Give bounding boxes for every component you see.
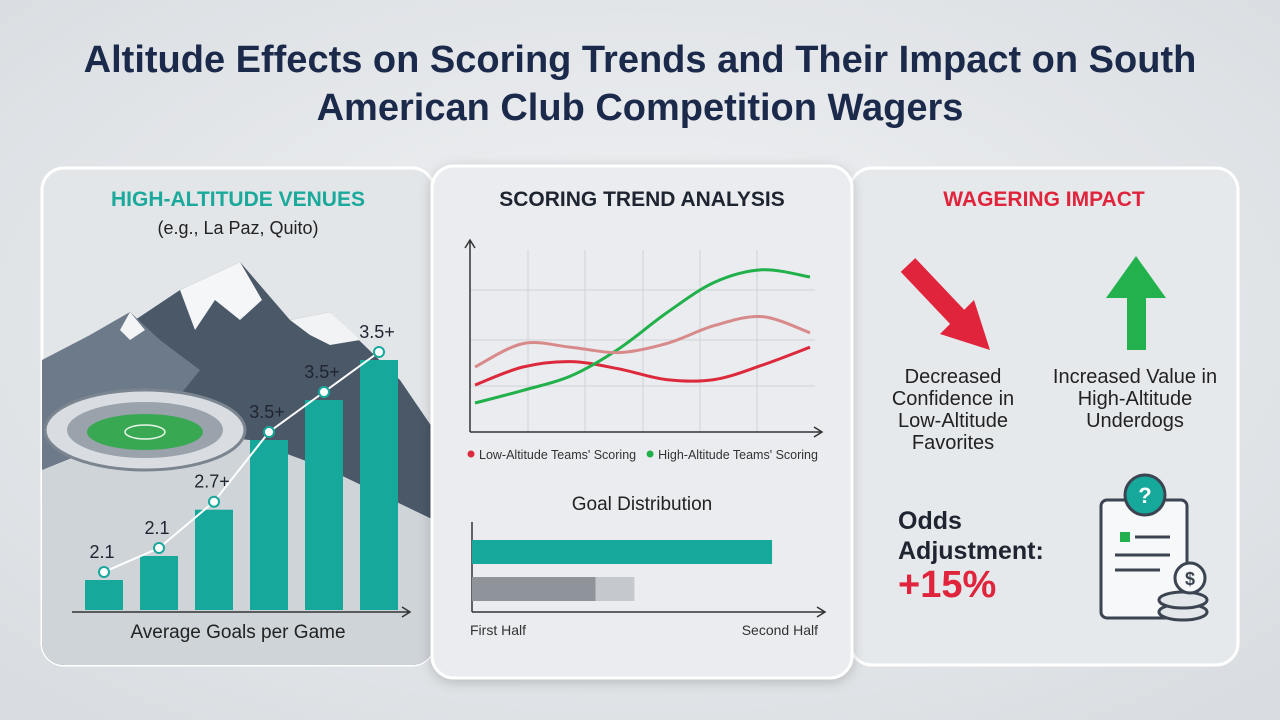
panel-heading: HIGH-ALTITUDE VENUES (111, 188, 365, 211)
panel-heading: SCORING TREND ANALYSIS (499, 188, 785, 211)
chart-title: Goal Distribution (571, 494, 713, 515)
x-end-label: Second Half (741, 622, 818, 638)
series-line (474, 345, 811, 387)
bar-dot (98, 566, 110, 578)
trend-connector (103, 351, 380, 573)
value-label: 3.5+ (304, 362, 340, 382)
odds-label: Odds Adjustment: (898, 507, 1044, 565)
x-start-label: First Half (470, 622, 526, 638)
decrease-arrow (900, 258, 990, 350)
legend-marker (467, 450, 475, 458)
series-line (474, 314, 811, 369)
trend-panel (430, 164, 854, 680)
svg-text:?: ? (1138, 483, 1151, 508)
increase-arrow (1106, 256, 1166, 350)
value-label: 3.5+ (359, 322, 395, 342)
bar (250, 440, 288, 610)
bar (195, 509, 233, 610)
panel-subheading: (e.g., La Paz, Quito) (157, 218, 319, 238)
bar-dot (208, 495, 220, 508)
bar-dot (373, 346, 385, 358)
odds-value: +15% (898, 564, 997, 606)
bar (472, 540, 773, 564)
impact-item: Decreased Confidence in Low-Altitude Fav… (891, 366, 1015, 454)
value-label: 2.1 (89, 542, 114, 562)
impact-item: Increased Value in High-Altitude Underdo… (1052, 366, 1218, 432)
legend-marker (646, 450, 654, 458)
bar (305, 400, 343, 610)
bar-dot (318, 386, 330, 398)
svg-text:$: $ (1185, 569, 1195, 589)
bar-dot (263, 426, 275, 438)
series-line (474, 268, 811, 405)
value-label: 3.5+ (249, 402, 285, 422)
bar (140, 556, 178, 610)
x-axis-label: Average Goals per Game (130, 622, 346, 643)
trend-axes (72, 238, 827, 618)
bar-dot (153, 542, 165, 554)
value-label: 2.1 (144, 518, 169, 538)
bar (360, 360, 398, 610)
bar (472, 577, 596, 601)
odds-icon: ? $ (1099, 473, 1209, 622)
panel-heading: WAGERING IMPACT (943, 188, 1145, 211)
bar (595, 577, 635, 601)
trend-grid (470, 250, 815, 432)
legend-label: Low-Altitude Teams' Scoring (479, 448, 636, 462)
page-title: Altitude Effects on Scoring Trends and T… (83, 39, 1197, 129)
bar (85, 580, 123, 610)
value-label: 2.7+ (194, 472, 230, 492)
legend-label: High-Altitude Teams' Scoring (658, 448, 818, 462)
